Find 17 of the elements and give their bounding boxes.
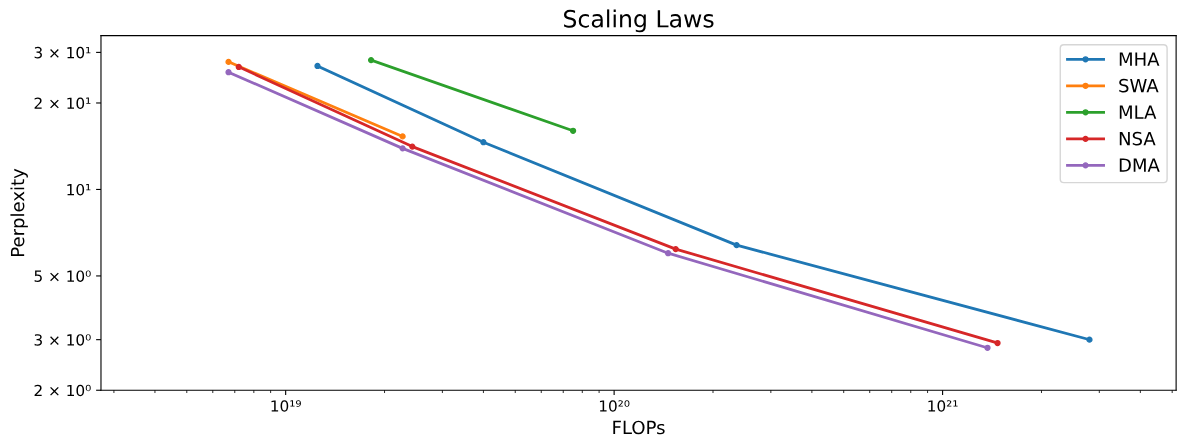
legend-label: SWA	[1119, 78, 1159, 93]
chart-title: Scaling Laws	[563, 9, 714, 33]
legend-label: NSA	[1119, 131, 1156, 146]
y-tick-label: 3 × 10¹	[34, 46, 91, 59]
legend-label: DMA	[1119, 158, 1160, 172]
y-tick-label: 2 × 10⁰	[34, 384, 91, 397]
x-axis-title: FLOPs	[613, 420, 665, 435]
x-tick-label: 10²¹	[928, 400, 958, 412]
legend-label: MLA	[1119, 105, 1157, 119]
y-tick-label: 10¹	[67, 183, 91, 196]
legend-label: MHA	[1119, 52, 1160, 66]
y-axis-title: Perplexity	[10, 168, 28, 256]
y-tick-label: 2 × 10¹	[34, 97, 91, 109]
x-tick-label: 10¹⁹	[271, 400, 301, 412]
y-tick-label: 5 × 10⁰	[34, 270, 91, 282]
x-tick-label: 10²⁰	[599, 400, 630, 412]
y-tick-label: 3 × 10⁰	[34, 334, 91, 346]
